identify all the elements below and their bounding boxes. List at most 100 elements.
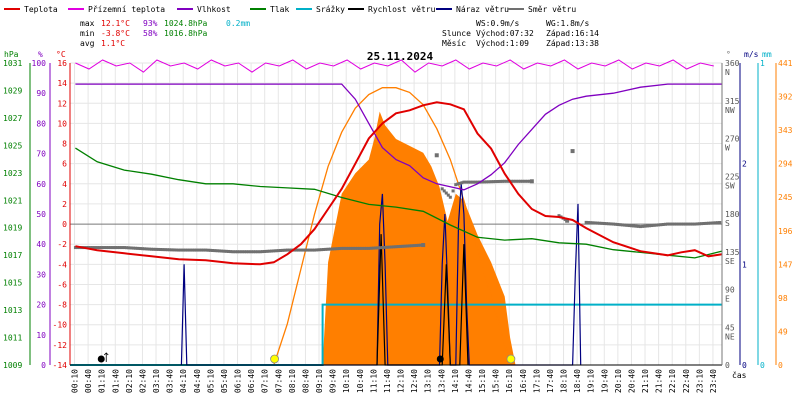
wind-direction-dot	[254, 250, 258, 254]
wind-direction-dot	[711, 221, 715, 225]
wind-direction-dot	[410, 244, 414, 248]
legend-label: Směr větru	[528, 5, 576, 14]
wind-direction-dot	[399, 244, 403, 248]
dir-tick-label: 180	[725, 210, 740, 219]
wind-direction-dot	[471, 180, 475, 184]
wind-direction-dot	[525, 179, 529, 183]
wind-direction-dot	[387, 245, 391, 249]
dir-tick-label: 360	[725, 59, 740, 68]
wind-direction-dot	[362, 246, 366, 250]
dir-tick-label: 45	[725, 323, 735, 332]
wind-direction-dot	[138, 247, 142, 251]
wind-direction-dot	[632, 224, 636, 228]
wind-direction-dot	[91, 246, 95, 250]
stat-max-temp: 12.1°C	[101, 19, 130, 28]
dir-compass-label: SE	[725, 257, 735, 266]
wind-direction-dot	[695, 222, 699, 226]
wind-direction-dot	[279, 248, 283, 252]
ws-value: WS:0.9m/s	[476, 19, 520, 28]
legend: Teplota Přízemní teplota Vlhkost Tlak Srážky…	[4, 5, 576, 14]
wind-direction-dot	[371, 246, 375, 250]
hpa-tick-label: 1015	[3, 279, 22, 288]
x-tick-label: 03:40	[166, 369, 175, 393]
wind-direction-dot	[276, 249, 280, 253]
wind-direction-dot	[684, 222, 688, 226]
wind-direction-dot	[213, 249, 217, 253]
pct-tick-label: 20	[36, 301, 46, 310]
wind-direction-dot	[181, 248, 185, 252]
wind-direction-dot	[401, 244, 405, 248]
wind-direction-dot	[659, 223, 663, 227]
dir-tick-label: 90	[725, 286, 735, 295]
wm2-tick-label: 343	[778, 126, 793, 135]
x-tick-label: 11:10	[369, 369, 378, 393]
wind-direction-dot	[570, 149, 575, 154]
wind-direction-dot	[505, 179, 509, 183]
wind-direction-dot	[523, 179, 527, 183]
wind-direction-dot	[389, 245, 393, 249]
wind-direction-dot	[236, 250, 240, 254]
wind-direction-dot	[600, 221, 604, 225]
wind-direction-dot	[118, 246, 122, 250]
pct-tick-label: 70	[36, 150, 46, 159]
wind-direction-dot	[86, 246, 90, 250]
ground-temperature-line	[75, 59, 714, 73]
wind-direction-dot	[593, 221, 597, 225]
moonrise-arrow-head	[103, 352, 109, 356]
dir-compass-label: E	[725, 295, 730, 304]
stat-avg-label: avg	[80, 39, 95, 48]
wind-direction-dot	[335, 247, 339, 251]
wg-value: WG:1.8m/s	[546, 19, 590, 28]
pct-tick-label: 10	[36, 331, 46, 340]
sunset-marker	[506, 354, 516, 364]
wind-direction-dot	[342, 246, 346, 250]
wind-direction-dot	[529, 179, 534, 184]
x-tick-label: 01:10	[98, 369, 107, 393]
stat-min-hum: 58%	[143, 29, 158, 38]
wind-direction-dot	[215, 249, 219, 253]
wind-direction-dot	[190, 248, 194, 252]
wind-direction-dot	[456, 182, 460, 186]
wind-direction-dot	[589, 221, 593, 225]
wind-direction-dot	[195, 248, 199, 252]
wind-direction-dot	[702, 222, 706, 226]
wind-direction-dot	[670, 222, 674, 226]
wm2-tick-label: 245	[778, 193, 793, 202]
x-tick-label: 09:40	[329, 369, 338, 393]
wind-direction-dot	[417, 243, 421, 247]
wind-direction-dot	[102, 246, 106, 250]
wind-direction-dot	[691, 222, 695, 226]
x-tick-label: 19:40	[600, 369, 609, 393]
wind-direction-dot	[462, 180, 466, 184]
stat-max-press: 1024.8hPa	[164, 19, 208, 28]
wind-direction-dot	[509, 179, 513, 183]
wind-direction-dot	[476, 180, 479, 184]
wind-direction-dot	[636, 224, 640, 228]
x-tick-label: 18:10	[560, 369, 569, 393]
wind-direction-dot	[383, 245, 387, 249]
wind-direction-dot	[172, 248, 176, 252]
wind-direction-dot	[183, 248, 187, 252]
temp-tick-label: -4	[57, 260, 67, 269]
wm2-tick-label: 147	[778, 260, 793, 269]
wind-direction-dot	[131, 246, 135, 250]
wind-direction-dot	[458, 181, 462, 185]
temp-tick-label: 4	[62, 180, 67, 189]
stat-min-temp: -3.8°C	[101, 29, 130, 38]
x-tick-label: 12:40	[410, 369, 419, 393]
hpa-tick-label: 1029	[3, 86, 22, 95]
wind-direction-dot	[360, 246, 364, 250]
wind-direction-dot	[440, 187, 444, 191]
markers-layer	[97, 352, 516, 364]
wind-direction-dot	[147, 247, 151, 251]
ms-tick-label: 1	[742, 260, 747, 269]
wind-direction-dot	[226, 249, 230, 253]
legend-label: Vlhkost	[197, 5, 231, 14]
wind-direction-dot	[328, 247, 332, 251]
x-tick-label: 11:40	[383, 369, 392, 393]
x-tick-label: 14:40	[464, 369, 473, 393]
dir-compass-label: NW	[725, 106, 735, 115]
x-tick-label: 17:40	[546, 369, 555, 393]
sunrise-marker	[270, 354, 279, 364]
